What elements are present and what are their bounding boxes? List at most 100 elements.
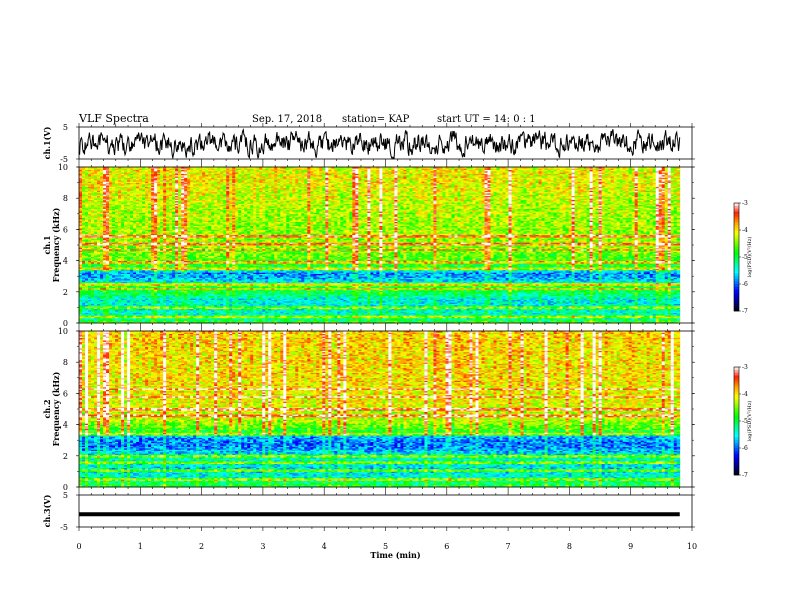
spectrogram-cell [163, 315, 167, 317]
spectrogram-cell [286, 320, 290, 323]
spectrogram-cell [229, 317, 233, 320]
spectrogram-cell [304, 320, 308, 323]
spectrogram-cell [460, 315, 464, 317]
spectrogram-cell [586, 316, 591, 319]
spectrogram-cell [532, 315, 536, 317]
spectrogram-cells [79, 167, 681, 324]
spectrogram-cell [448, 313, 452, 316]
spectrogram-cell [100, 315, 104, 317]
spectrogram-cell [427, 315, 431, 317]
spectrogram-cell [163, 319, 167, 321]
spectrogram-cell [271, 320, 275, 323]
spectrogram-cell [364, 320, 368, 323]
spectrogram-cell [673, 319, 678, 321]
spectrogram-cell [181, 320, 185, 323]
spectrogram-cell [205, 320, 209, 323]
spectrogram-cell [169, 311, 173, 313]
spectrogram-cell [412, 312, 416, 315]
spectrogram-cell [631, 319, 636, 321]
spectrogram-cell [331, 311, 335, 313]
spectrogram-cell [280, 313, 284, 316]
spectrogram-cell [598, 315, 603, 317]
spectrogram-cell [646, 313, 651, 316]
spectrogram-cell [403, 311, 407, 313]
spectrogram-cell [547, 313, 551, 316]
spectrogram-cell [322, 311, 326, 313]
spectrogram-cell [511, 321, 515, 324]
spectrogram-cell [562, 321, 566, 324]
spectrogram-cell [475, 319, 479, 321]
spectrogram-cell [493, 316, 497, 319]
spectrogram-cell [247, 317, 251, 320]
spectrogram-cell [523, 321, 527, 324]
spectrogram-cell [202, 311, 206, 313]
spectrogram-cell [343, 317, 347, 320]
spectrogram-cell [184, 312, 188, 315]
spectrogram-cell [355, 313, 359, 316]
spectrogram-cell [415, 319, 419, 321]
spectrogram-cell [505, 316, 509, 319]
spectrogram-cell [262, 313, 266, 316]
spectrogram-cell [364, 313, 368, 316]
spectrogram-cell [211, 316, 215, 319]
spectrogram-cell [325, 313, 329, 316]
spectrogram-cell [136, 319, 140, 321]
spectrogram-cell [433, 319, 437, 321]
spectrogram-cell [325, 312, 329, 315]
spectrogram-cell [91, 311, 95, 313]
spectrogram-cell [625, 319, 630, 321]
spectrogram-cell [373, 311, 377, 313]
spectrogram-cell [550, 321, 554, 324]
spectrogram-cell [163, 320, 167, 323]
spectrogram-cell [529, 316, 533, 319]
spectrogram-cell [406, 311, 410, 313]
spectrogram-cell [178, 319, 182, 321]
spectrogram-cell [97, 317, 101, 320]
spectrogram-cell [544, 320, 548, 323]
spectrogram-cell [508, 316, 512, 319]
spectrogram-cell [442, 319, 446, 321]
spectrogram-cell [493, 311, 497, 313]
spectrogram-cell [391, 311, 395, 313]
spectrogram-cell [109, 321, 113, 324]
spectrogram-cell [184, 319, 188, 321]
spectrogram-cell [454, 315, 458, 317]
spectrogram-cell [202, 316, 206, 319]
spectrogram-cell [118, 319, 122, 321]
spectrogram-cell [643, 313, 648, 316]
spectrogram-cell [313, 320, 317, 323]
spectrogram-cell [79, 311, 83, 313]
spectrogram-cell [385, 311, 389, 313]
spectrogram-cell [382, 316, 386, 319]
spectrogram-cell [595, 315, 600, 317]
spectrogram-cell [121, 319, 125, 321]
spectrogram-cell [589, 321, 594, 324]
spectrogram-cell [313, 311, 317, 313]
spectrogram-cell [316, 311, 320, 313]
spectrogram-cell [205, 316, 209, 319]
spectrogram-cell [325, 320, 329, 323]
spectrogram-cell [295, 315, 299, 317]
spectrogram-cell [109, 320, 113, 323]
spectrogram-cell [613, 312, 618, 315]
spectrogram-cell [112, 313, 116, 316]
spectrogram-cell [190, 319, 194, 321]
spectrogram-cell [208, 316, 212, 319]
spectrogram-cell [490, 312, 494, 315]
spectrogram-cell [190, 321, 194, 324]
spectrogram-cell [274, 321, 278, 324]
spectrogram-cell [559, 320, 563, 323]
spectrogram-cell [607, 319, 612, 321]
spectrogram-cell [253, 317, 257, 320]
spectrogram-cell [355, 321, 359, 324]
spectrogram-cell [202, 317, 206, 320]
spectrogram-cell [223, 316, 227, 319]
spectrogram-cell [220, 316, 224, 319]
spectrogram-cell [298, 321, 302, 324]
spectrogram-cell [223, 321, 227, 324]
spectrogram-cell [91, 317, 95, 320]
spectrogram-cell [514, 311, 518, 313]
spectrogram-cell [196, 320, 200, 323]
spectrogram-cell [640, 315, 645, 317]
spectrogram-cell [619, 317, 624, 320]
